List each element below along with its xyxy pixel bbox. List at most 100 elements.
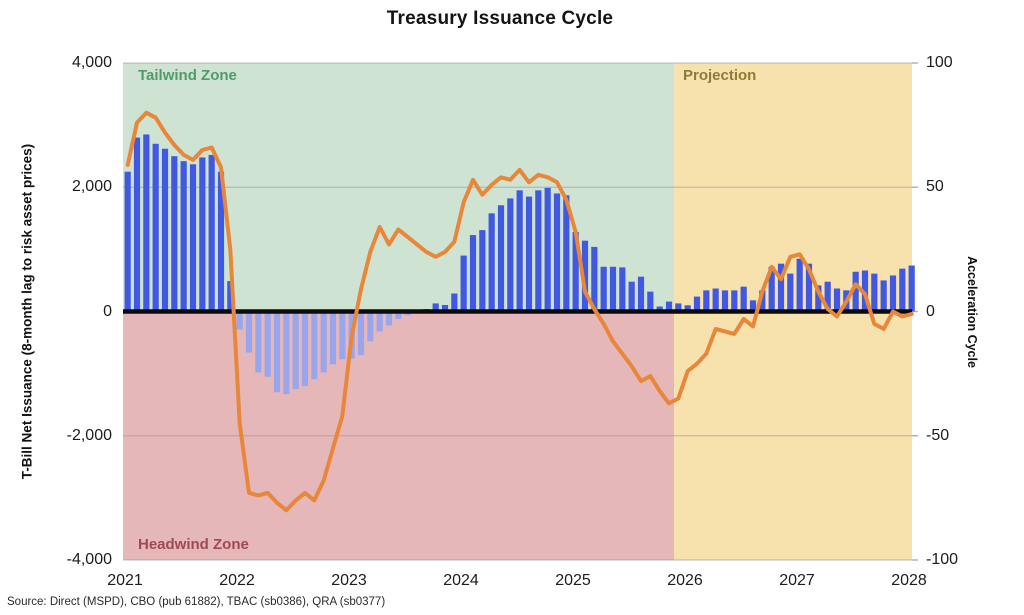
right-axis-tick-label: 100 (926, 54, 953, 71)
issuance-bar (525, 196, 533, 312)
issuance-bar (245, 311, 253, 353)
x-axis-tick-label: 2025 (555, 572, 591, 589)
issuance-bar (432, 303, 439, 312)
issuance-bar (553, 193, 561, 312)
x-axis-tick-label: 2023 (331, 572, 367, 589)
issuance-bar (665, 301, 673, 312)
projection-zone-label: Projection (683, 67, 757, 84)
x-axis-tick-label: 2027 (779, 572, 815, 589)
issuance-bar (591, 246, 598, 312)
issuance-bar (367, 311, 374, 342)
issuance-bar (273, 311, 281, 393)
right-axis-tick-label: -50 (926, 426, 950, 444)
headwind-zone-label: Headwind Zone (138, 536, 249, 553)
issuance-bar (469, 235, 477, 312)
issuance-bar (161, 148, 169, 312)
issuance-bar (180, 161, 187, 312)
issuance-bar (395, 311, 402, 319)
issuance-bar (852, 271, 859, 312)
right-axis-tick-label: 50 (926, 178, 944, 196)
issuance-bar (320, 311, 327, 373)
issuance-bar (133, 137, 141, 312)
issuance-bar (871, 273, 878, 312)
left-axis-tick-label: 2,000 (71, 178, 112, 196)
issuance-bar (301, 311, 309, 387)
issuance-bar (703, 290, 710, 312)
x-axis-tick-label: 2021 (107, 572, 143, 589)
left-axis-tick-label: 0 (103, 302, 112, 320)
issuance-bar (171, 156, 178, 312)
issuance-bar (628, 281, 635, 312)
issuance-bar (759, 290, 766, 312)
acceleration-cycle-line (125, 110, 914, 513)
right-axis-title: Acceleration Cycle (965, 256, 979, 368)
issuance-bar (619, 267, 626, 312)
issuance-bar (124, 171, 131, 312)
issuance-bar (777, 263, 785, 312)
issuance-bar (497, 205, 505, 312)
issuance-bar (899, 268, 906, 312)
tailwind-zone-label: Tailwind Zone (138, 67, 237, 84)
right-axis-tick-label: 0 (926, 302, 935, 320)
issuance-bar (908, 265, 915, 312)
issuance-bar (451, 293, 458, 312)
issuance-bar (152, 143, 159, 312)
issuance-bar (712, 288, 719, 312)
issuance-bar (833, 288, 841, 312)
issuance-bar (656, 306, 663, 312)
issuance-bar (189, 164, 197, 312)
issuance-bar (236, 311, 243, 330)
left-axis-tick-label: 4,000 (71, 54, 112, 71)
issuance-bar (861, 270, 869, 312)
issuance-bar (292, 311, 299, 390)
issuance-bar (749, 300, 757, 312)
issuance-bar (143, 134, 150, 312)
issuance-bar (796, 258, 803, 312)
issuance-bar (264, 311, 271, 377)
issuance-bar (880, 280, 887, 312)
issuance-bar (544, 187, 551, 312)
chart-title: Treasury Issuance Cycle (386, 8, 614, 29)
issuance-bar (787, 273, 794, 312)
issuance-bar (889, 275, 897, 312)
issuance-bar (507, 198, 514, 312)
x-axis-tick-label: 2022 (219, 572, 255, 589)
issuance-bar (217, 171, 225, 312)
issuance-bar (283, 311, 290, 395)
issuance-bar (721, 290, 729, 312)
issuance-bar (600, 266, 607, 312)
issuance-bar (441, 304, 449, 312)
issuance-bar (647, 291, 654, 312)
x-axis-tick-label: 2026 (667, 572, 703, 589)
issuance-bar (516, 190, 523, 312)
issuance-bar (563, 195, 570, 312)
issuance-bar (199, 157, 206, 312)
right-axis-tick-label: -100 (926, 551, 959, 568)
issuance-bar (339, 311, 346, 360)
left-axis-tick-label: -2,000 (66, 426, 112, 444)
issuance-bar (815, 285, 822, 312)
issuance-bar (535, 190, 542, 312)
issuance-bar (637, 276, 645, 312)
issuance-bar (488, 213, 495, 312)
x-axis-tick-label: 2028 (891, 572, 927, 589)
source-text: Source: Direct (MSPD), CBO (pub 61882), … (7, 596, 386, 608)
issuance-bar (460, 255, 467, 312)
issuance-bar (768, 266, 775, 312)
issuance-bar (376, 311, 383, 332)
x-axis-tick-label: 2024 (443, 572, 479, 589)
issuance-bar (572, 231, 579, 312)
issuance-bar (227, 281, 234, 312)
issuance-bar (675, 303, 682, 312)
issuance-bar (581, 240, 589, 312)
issuance-bar (805, 263, 813, 312)
issuance-bar (255, 311, 262, 373)
issuance-bar (740, 286, 747, 312)
issuance-bar (479, 230, 486, 312)
issuance-bar (693, 296, 701, 312)
issuance-bar (311, 311, 318, 380)
issuance-bar (609, 266, 617, 312)
issuance-bar (357, 311, 365, 355)
